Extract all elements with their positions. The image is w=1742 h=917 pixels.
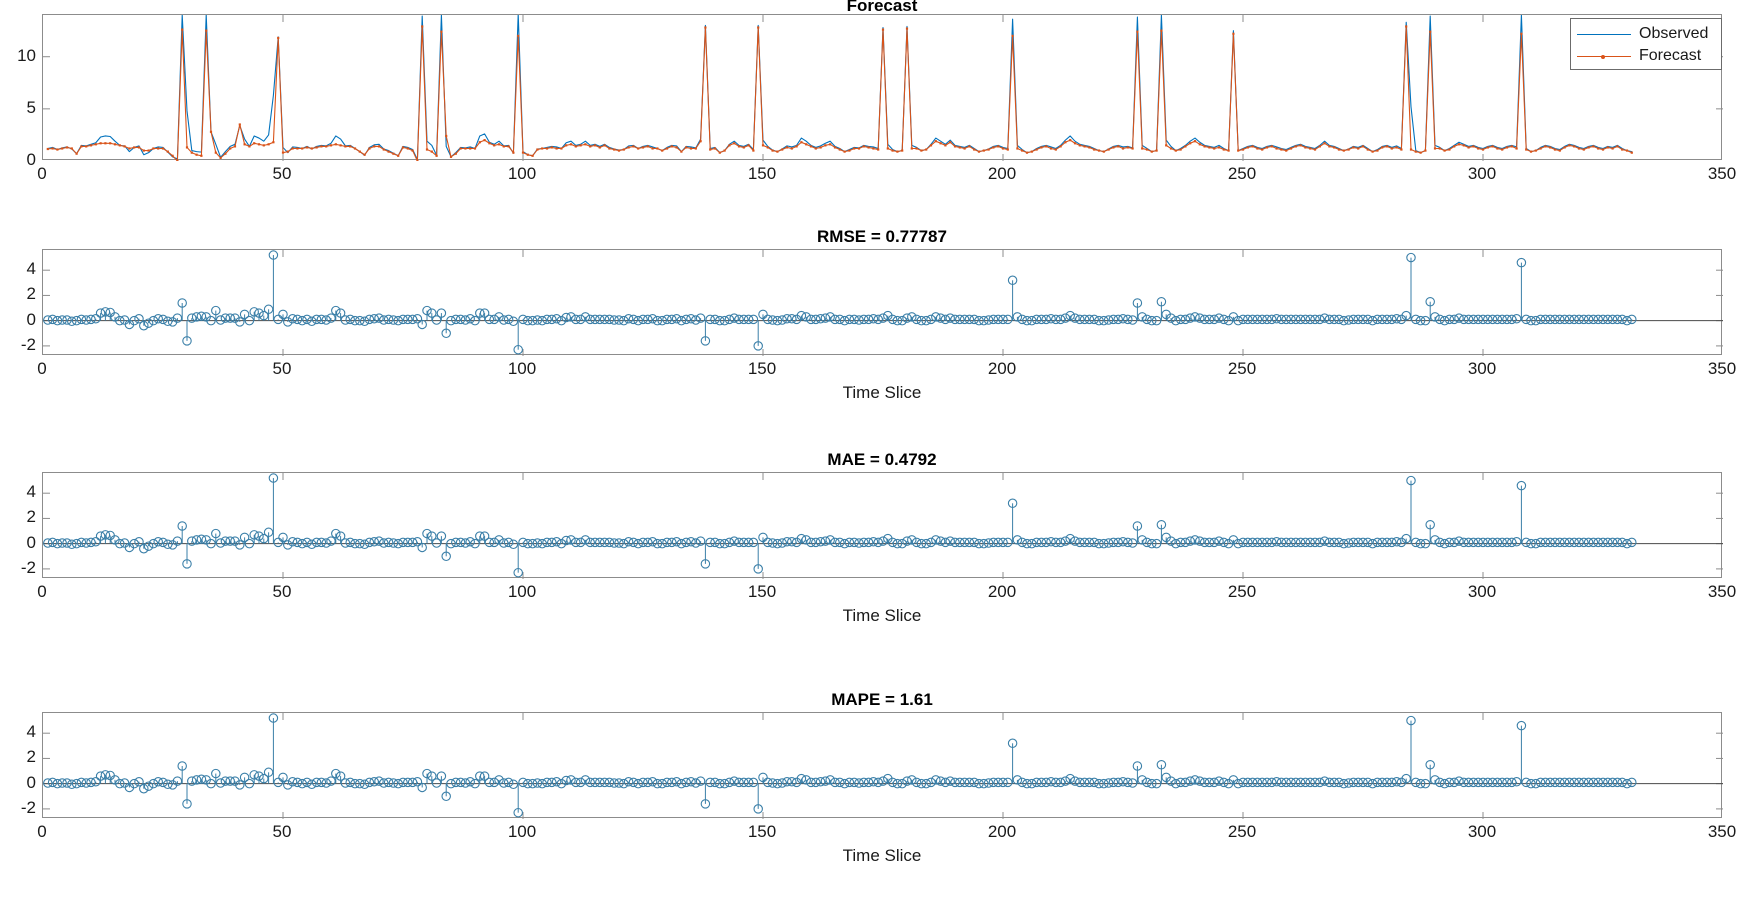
plot-area-rmse-panel	[42, 249, 1723, 356]
y-tick-label: 0	[26, 309, 36, 329]
chart-panel-mae-panel: MAE = 0.4792Error050100150200250300350-2…	[21, 450, 1736, 625]
y-tick-label: -2	[20, 797, 36, 817]
y-tick-label: 2	[26, 507, 36, 527]
x-tick-label: 0	[37, 164, 47, 183]
legend[interactable]: Observed Forecast	[1570, 18, 1722, 70]
x-tick-label: 0	[37, 582, 47, 601]
legend-label: Observed	[1639, 25, 1709, 42]
x-tick-label: 350	[1707, 164, 1737, 183]
x-tick-label: 100	[507, 822, 537, 841]
legend-marker-dot	[1601, 54, 1605, 59]
x-tick-label: 300	[1467, 582, 1497, 601]
x-tick-label: 350	[1707, 582, 1737, 601]
x-tick-label: 150	[747, 582, 777, 601]
x-tick-label: 250	[1227, 822, 1257, 841]
y-tick-label: 4	[26, 259, 36, 279]
series-line-observed	[47, 15, 1633, 160]
y-tick-label: 4	[26, 722, 36, 742]
stem-series-error	[43, 250, 1723, 355]
stem-series-error	[43, 713, 1723, 818]
x-tick-label: 250	[1227, 164, 1257, 183]
y-tick-label: 2	[26, 747, 36, 767]
y-tick-label: 0	[26, 532, 36, 552]
plot-svg-mae-panel	[43, 473, 1723, 579]
x-tick-label: 250	[1227, 582, 1257, 601]
x-tick-label: 50	[272, 359, 292, 378]
x-tick-label: 150	[747, 822, 777, 841]
plot-svg-forecast-panel	[43, 15, 1723, 161]
x-axis-label-mae-panel: Time Slice	[842, 606, 922, 625]
legend-swatch-observed	[1577, 33, 1631, 35]
x-tick-label: 250	[1227, 359, 1257, 378]
chart-panel-mape-panel: MAPE = 1.61Error050100150200250300350-20…	[21, 690, 1736, 865]
y-tick-label: 10	[17, 45, 36, 65]
plot-svg-mape-panel	[43, 713, 1723, 819]
x-tick-label: 200	[987, 359, 1017, 378]
x-axis-label-rmse-panel: Time Slice	[842, 383, 922, 402]
x-tick-label: 300	[1467, 822, 1497, 841]
x-tick-label: 200	[987, 822, 1017, 841]
chart-title-mae-panel: MAE = 0.4792	[827, 450, 937, 469]
x-tick-label: 350	[1707, 359, 1737, 378]
x-tick-label: 50	[272, 164, 292, 183]
x-tick-label: 50	[272, 822, 292, 841]
y-tick-label: -2	[20, 557, 36, 577]
x-tick-label: 150	[747, 359, 777, 378]
x-tick-label: 100	[507, 359, 537, 378]
legend-swatch-forecast	[1577, 54, 1631, 59]
legend-item-forecast[interactable]: Forecast	[1577, 45, 1715, 67]
plot-svg-rmse-panel	[43, 250, 1723, 356]
x-tick-label: 100	[507, 164, 537, 183]
x-axis-label-mape-panel: Time Slice	[842, 846, 922, 865]
x-tick-label: 350	[1707, 822, 1737, 841]
y-tick-label: -2	[20, 334, 36, 354]
plot-area-mape-panel	[42, 712, 1723, 819]
y-tick-label: 5	[26, 97, 36, 117]
chart-title-rmse-panel: RMSE = 0.77787	[817, 227, 947, 246]
x-tick-label: 300	[1467, 359, 1497, 378]
legend-label: Forecast	[1639, 47, 1702, 64]
y-tick-label: 2	[26, 284, 36, 304]
x-tick-label: 150	[747, 164, 777, 183]
x-tick-label: 0	[37, 359, 47, 378]
y-tick-label: 4	[26, 482, 36, 502]
y-tick-label: 0	[26, 772, 36, 792]
chart-panel-rmse-panel: RMSE = 0.77787Error050100150200250300350…	[21, 227, 1736, 402]
x-tick-label: 300	[1467, 164, 1497, 183]
x-tick-label: 50	[272, 582, 292, 601]
chart-panel-forecast-panel: ForecastThroughput Value0501001502002503…	[17, 0, 1736, 183]
chart-title-mape-panel: MAPE = 1.61	[831, 690, 933, 709]
x-tick-label: 200	[987, 582, 1017, 601]
plot-area-forecast-panel	[42, 14, 1723, 161]
y-tick-label: 0	[26, 150, 36, 169]
x-tick-label: 200	[987, 164, 1017, 183]
stem-series-error	[43, 473, 1723, 578]
plot-area-mae-panel	[42, 472, 1723, 579]
chart-title-forecast-panel: Forecast	[846, 0, 918, 15]
series-line-forecast	[47, 25, 1633, 161]
x-tick-label: 100	[507, 582, 537, 601]
legend-item-observed[interactable]: Observed	[1577, 23, 1715, 45]
x-tick-label: 0	[37, 822, 47, 841]
series-markers-forecast	[46, 25, 1633, 161]
